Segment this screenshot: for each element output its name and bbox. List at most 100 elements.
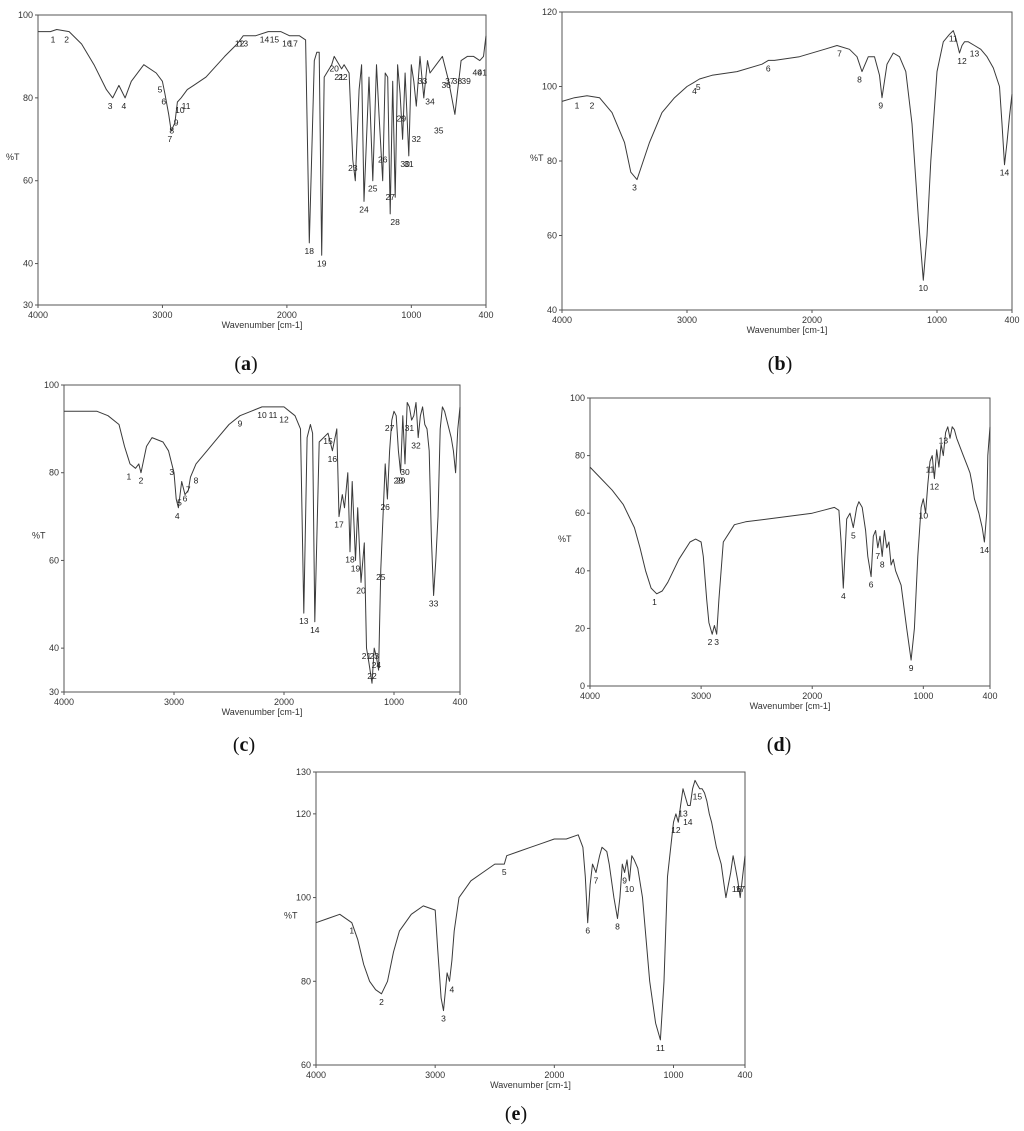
peak-label: 4 bbox=[175, 511, 180, 521]
peak-label: 27 bbox=[385, 192, 395, 202]
spectrum-line bbox=[64, 402, 461, 684]
peak-label: 9 bbox=[622, 875, 627, 885]
peak-label: 15 bbox=[693, 792, 703, 802]
peak-label: 33 bbox=[418, 76, 428, 86]
spectrum-line bbox=[315, 779, 746, 1041]
x-tick-label: 400 bbox=[982, 691, 997, 701]
y-tick-label: 80 bbox=[23, 93, 33, 103]
y-tick-label: 40 bbox=[49, 643, 59, 653]
y-axis-label: %T bbox=[6, 152, 20, 162]
peak-label: 6 bbox=[585, 926, 590, 936]
peak-label: 14 bbox=[260, 35, 270, 45]
y-tick-label: 80 bbox=[301, 976, 311, 986]
y-axis-label: %T bbox=[32, 531, 46, 541]
peak-label: 9 bbox=[238, 419, 243, 429]
panel-caption: (b) bbox=[768, 353, 792, 375]
x-tick-label: 2000 bbox=[802, 315, 822, 325]
peak-label: 7 bbox=[837, 49, 842, 59]
y-tick-label: 20 bbox=[575, 623, 585, 633]
peak-label: 10 bbox=[257, 410, 267, 420]
x-tick-label: 4000 bbox=[306, 1070, 326, 1080]
panel-caption: (d) bbox=[767, 734, 791, 756]
peak-label: 37 bbox=[445, 76, 455, 86]
peak-label: 29 bbox=[397, 113, 407, 123]
peak-label: 19 bbox=[317, 258, 327, 268]
x-axis-label: Wavenumber [cm-1] bbox=[490, 1080, 571, 1090]
y-tick-label: 120 bbox=[542, 7, 557, 17]
peak-label: 25 bbox=[368, 184, 378, 194]
x-tick-label: 3000 bbox=[152, 310, 172, 320]
peak-label: 23 bbox=[369, 651, 379, 661]
y-tick-label: 80 bbox=[575, 451, 585, 461]
peak-label: 17 bbox=[334, 520, 344, 530]
peak-label: 1 bbox=[652, 597, 657, 607]
peak-label: 38 bbox=[453, 76, 463, 86]
x-tick-label: 1000 bbox=[401, 310, 421, 320]
peak-label: 20 bbox=[329, 64, 339, 74]
x-tick-label: 1000 bbox=[927, 315, 947, 325]
peak-label: 21 bbox=[334, 72, 344, 82]
peak-label: 10 bbox=[175, 105, 185, 115]
peak-label: 31 bbox=[405, 423, 415, 433]
peak-label: 16 bbox=[328, 454, 338, 464]
y-tick-label: 60 bbox=[301, 1060, 311, 1070]
y-tick-label: 60 bbox=[23, 176, 33, 186]
peak-label: 10 bbox=[919, 283, 929, 293]
x-tick-label: 400 bbox=[1004, 315, 1019, 325]
x-tick-label: 1000 bbox=[663, 1070, 683, 1080]
peak-label: 16 bbox=[282, 39, 292, 49]
y-tick-label: 100 bbox=[44, 380, 59, 390]
y-axis-label: %T bbox=[558, 534, 572, 544]
peak-label: 9 bbox=[878, 101, 883, 111]
x-tick-label: 4000 bbox=[28, 310, 48, 320]
x-tick-label: 400 bbox=[737, 1070, 752, 1080]
peak-label: 4 bbox=[841, 591, 846, 601]
peak-label: 36 bbox=[441, 80, 451, 90]
peak-label: 1 bbox=[349, 926, 354, 936]
peak-label: 4 bbox=[692, 86, 697, 96]
peak-label: 1 bbox=[575, 101, 580, 111]
peak-label: 7 bbox=[168, 134, 173, 144]
peak-label: 9 bbox=[909, 663, 914, 673]
peak-label: 2 bbox=[139, 476, 144, 486]
peak-label: 13 bbox=[239, 39, 249, 49]
peak-label: 12 bbox=[957, 56, 967, 66]
x-axis-label: Wavenumber [cm-1] bbox=[747, 325, 828, 335]
y-tick-label: 120 bbox=[296, 809, 311, 819]
panel-c: 4000 3000 2000 1000 400 30 40 60 80 100 Wavenumber… bbox=[32, 380, 468, 756]
y-tick-label: 40 bbox=[575, 566, 585, 576]
panel-letter: c bbox=[240, 734, 249, 756]
peak-label: 6 bbox=[161, 97, 166, 107]
plot-frame bbox=[315, 771, 746, 1066]
y-tick-label: 40 bbox=[547, 305, 557, 315]
x-tick-label: 400 bbox=[478, 310, 493, 320]
y-tick-label: 100 bbox=[542, 82, 557, 92]
peak-label: 2 bbox=[708, 637, 713, 647]
x-tick-label: 2000 bbox=[544, 1070, 564, 1080]
peak-label: 10 bbox=[625, 884, 635, 894]
peak-label: 3 bbox=[714, 637, 719, 647]
y-tick-label: 60 bbox=[49, 555, 59, 565]
peak-label: 1 bbox=[51, 35, 56, 45]
peak-label: 12 bbox=[235, 39, 245, 49]
peak-label: 13 bbox=[299, 616, 309, 626]
peak-label: 34 bbox=[425, 97, 435, 107]
peak-label: 24 bbox=[359, 204, 369, 214]
x-axis-label: Wavenumber [cm-1] bbox=[222, 320, 303, 330]
peak-label: 32 bbox=[412, 134, 422, 144]
peak-label: 14 bbox=[980, 545, 990, 555]
peak-label: 22 bbox=[338, 72, 348, 82]
y-tick-label: 100 bbox=[296, 893, 311, 903]
panel-b: 4000 3000 2000 1000 400 40 60 80 100 120 Wavenumbe… bbox=[530, 7, 1020, 375]
spectrum-line bbox=[38, 29, 487, 256]
peak-label: 4 bbox=[121, 101, 126, 111]
peak-label: 8 bbox=[880, 559, 885, 569]
peak-label: 5 bbox=[851, 531, 856, 541]
peak-label: 6 bbox=[869, 580, 874, 590]
peak-label: 19 bbox=[351, 563, 361, 573]
peak-label: 31 bbox=[404, 159, 414, 169]
y-tick-label: 30 bbox=[23, 300, 33, 310]
plot-frame bbox=[37, 14, 487, 306]
y-tick-label: 80 bbox=[49, 468, 59, 478]
